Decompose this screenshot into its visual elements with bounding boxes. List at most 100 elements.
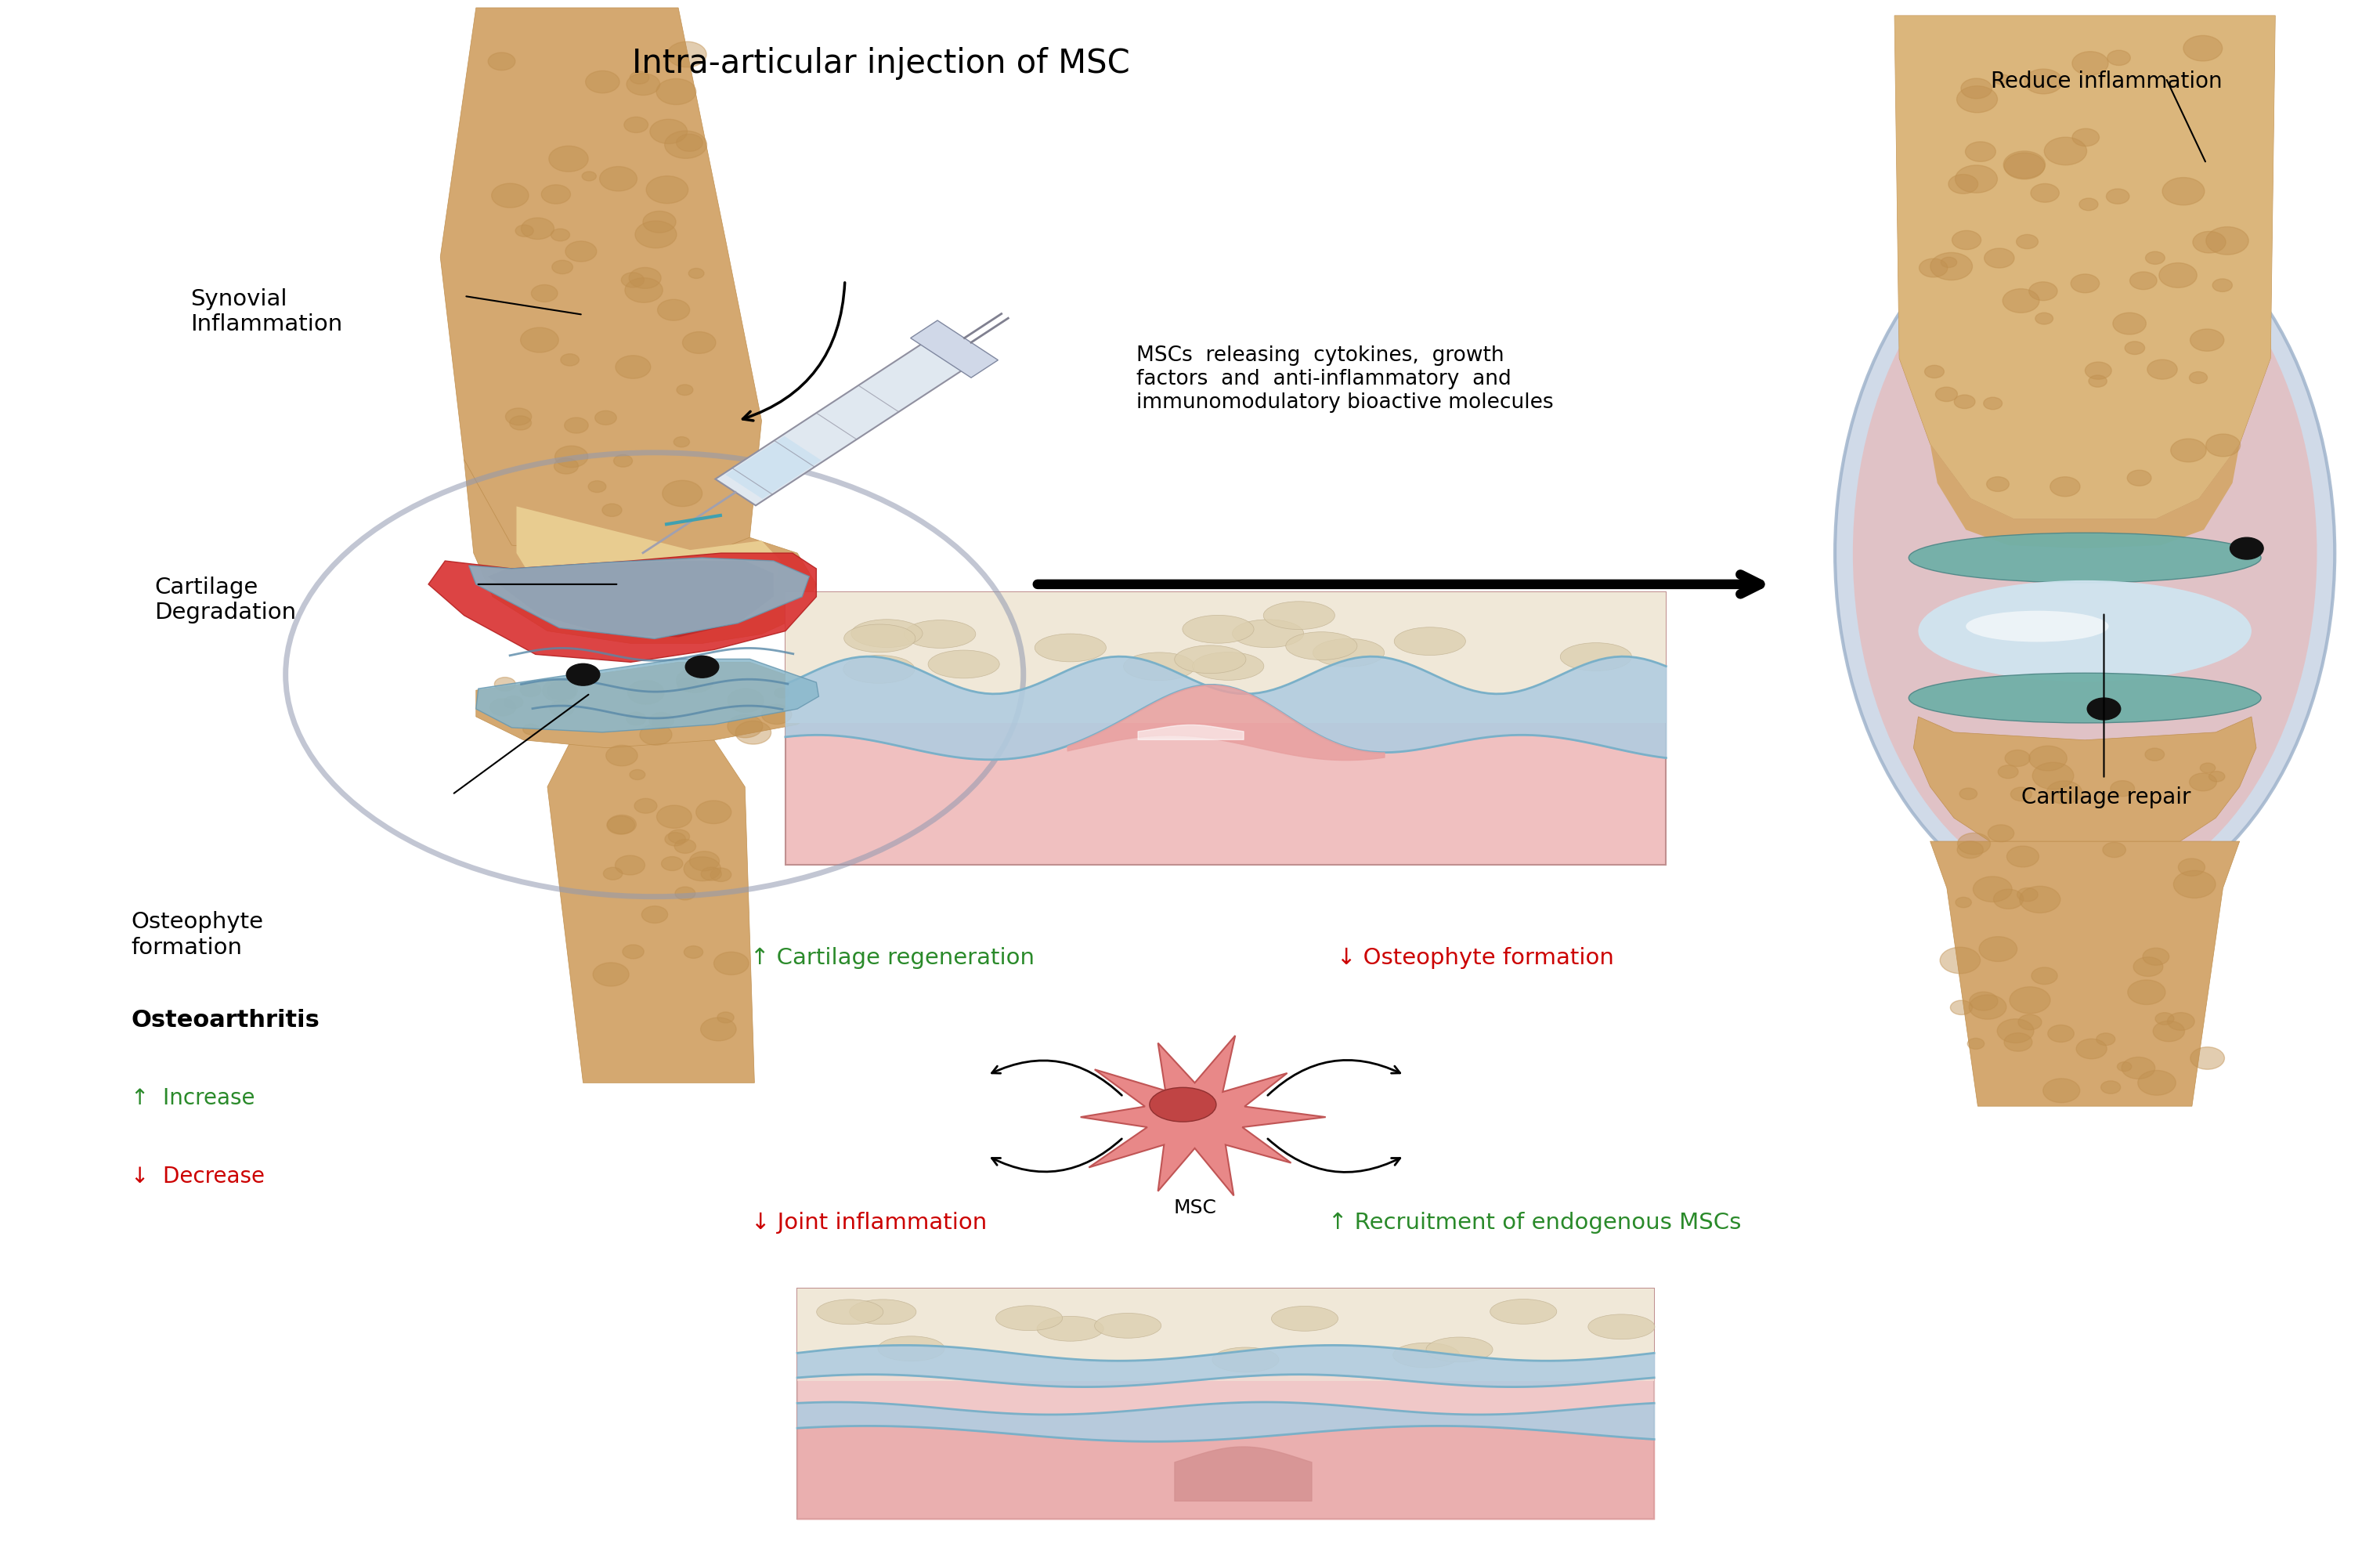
Circle shape — [2106, 50, 2130, 65]
Text: MSCs  releasing  cytokines,  growth
factors  and  anti-inflammatory  and
immunom: MSCs releasing cytokines, growth factors… — [1135, 346, 1554, 413]
Circle shape — [2144, 748, 2163, 760]
Circle shape — [628, 268, 662, 288]
Circle shape — [662, 857, 683, 871]
Circle shape — [2192, 232, 2225, 252]
Circle shape — [662, 480, 702, 506]
Circle shape — [657, 299, 690, 321]
Circle shape — [676, 887, 695, 901]
Circle shape — [1918, 259, 1947, 277]
Polygon shape — [547, 740, 754, 1083]
Circle shape — [652, 717, 669, 728]
Ellipse shape — [852, 620, 923, 648]
Circle shape — [664, 131, 707, 159]
Circle shape — [585, 70, 619, 93]
Circle shape — [1987, 477, 2009, 491]
Circle shape — [495, 678, 516, 692]
Circle shape — [1959, 788, 1978, 799]
Polygon shape — [726, 436, 821, 499]
Circle shape — [490, 698, 516, 715]
Circle shape — [2128, 471, 2152, 486]
Ellipse shape — [1852, 210, 2318, 896]
Circle shape — [635, 798, 657, 813]
Ellipse shape — [1233, 620, 1304, 648]
Ellipse shape — [1176, 645, 1247, 673]
Circle shape — [678, 678, 697, 692]
Circle shape — [614, 855, 645, 876]
Circle shape — [540, 185, 571, 204]
Circle shape — [564, 418, 588, 433]
Circle shape — [1940, 257, 1956, 268]
Circle shape — [2163, 178, 2204, 206]
Circle shape — [1968, 996, 2006, 1019]
Circle shape — [2121, 1056, 2154, 1078]
Circle shape — [1954, 165, 1997, 193]
Circle shape — [2073, 51, 2109, 75]
Ellipse shape — [1395, 628, 1466, 656]
Text: ↓  Decrease: ↓ Decrease — [131, 1165, 264, 1187]
Polygon shape — [1081, 1036, 1326, 1195]
Text: Cartilage repair: Cartilage repair — [2021, 787, 2192, 809]
Circle shape — [531, 285, 557, 302]
Polygon shape — [469, 558, 809, 639]
Circle shape — [600, 167, 638, 192]
Ellipse shape — [1918, 581, 2251, 681]
Ellipse shape — [816, 1299, 883, 1324]
Circle shape — [543, 679, 578, 701]
Circle shape — [2111, 781, 2135, 796]
Circle shape — [2154, 1020, 2185, 1042]
Circle shape — [2209, 771, 2225, 782]
Ellipse shape — [1192, 653, 1264, 681]
Circle shape — [728, 715, 762, 737]
Circle shape — [521, 218, 555, 240]
Circle shape — [709, 868, 731, 882]
Circle shape — [2190, 1047, 2225, 1069]
Circle shape — [2206, 435, 2240, 456]
Circle shape — [555, 446, 588, 467]
Ellipse shape — [1211, 1348, 1278, 1373]
Circle shape — [2125, 341, 2144, 355]
Text: ↓ Osteophyte formation: ↓ Osteophyte formation — [1338, 947, 1614, 969]
Ellipse shape — [1835, 195, 2335, 911]
Polygon shape — [1914, 717, 2256, 841]
Circle shape — [566, 664, 600, 686]
Circle shape — [735, 721, 771, 745]
Circle shape — [595, 411, 616, 425]
Text: Intra-articular injection of MSC: Intra-articular injection of MSC — [631, 47, 1130, 79]
Ellipse shape — [878, 1337, 945, 1362]
Circle shape — [521, 682, 540, 696]
Circle shape — [2049, 477, 2080, 497]
Circle shape — [702, 868, 721, 880]
Ellipse shape — [1271, 1306, 1338, 1331]
Circle shape — [1997, 1019, 2035, 1042]
Circle shape — [628, 681, 664, 704]
Circle shape — [626, 73, 659, 95]
Circle shape — [2016, 235, 2037, 249]
Circle shape — [550, 146, 588, 171]
Circle shape — [631, 72, 650, 84]
FancyBboxPatch shape — [797, 1288, 1654, 1380]
Circle shape — [2033, 968, 2056, 985]
Ellipse shape — [1426, 1337, 1492, 1362]
Circle shape — [1956, 86, 1997, 112]
Circle shape — [2190, 773, 2216, 791]
Circle shape — [602, 503, 621, 517]
Circle shape — [683, 332, 716, 354]
Circle shape — [626, 277, 662, 302]
Ellipse shape — [1285, 633, 1357, 661]
Polygon shape — [716, 337, 973, 505]
Circle shape — [2006, 846, 2040, 868]
Text: ↓ Joint inflammation: ↓ Joint inflammation — [750, 1212, 988, 1234]
Text: Osteoarthritis: Osteoarthritis — [131, 1010, 319, 1031]
Polygon shape — [516, 506, 781, 619]
Circle shape — [2137, 1070, 2175, 1095]
Circle shape — [2156, 1013, 2173, 1025]
Circle shape — [2130, 271, 2156, 290]
Circle shape — [2030, 184, 2059, 203]
Polygon shape — [428, 553, 816, 662]
Circle shape — [2004, 1033, 2033, 1052]
Circle shape — [550, 701, 574, 717]
Circle shape — [635, 221, 676, 248]
FancyBboxPatch shape — [785, 592, 1666, 865]
Circle shape — [550, 229, 569, 241]
Circle shape — [2025, 69, 2063, 93]
